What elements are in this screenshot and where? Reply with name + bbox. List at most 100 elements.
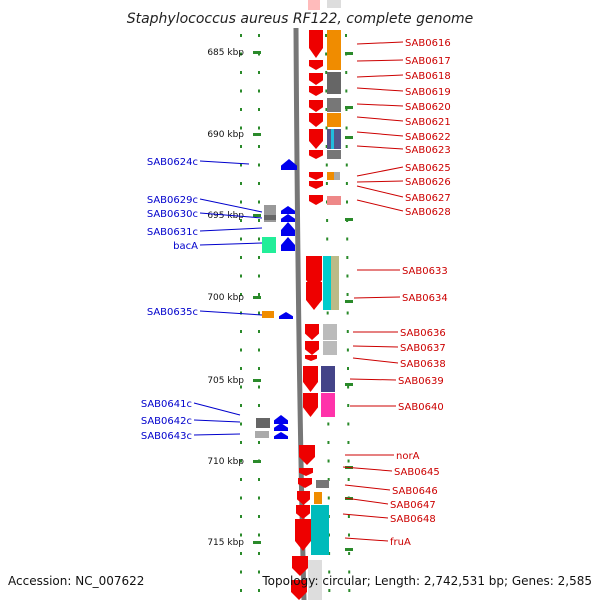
tick-dot (258, 330, 260, 333)
feature-block (314, 492, 322, 504)
tick-dot (240, 274, 242, 278)
right-gene-label[interactable]: SAB0616 (405, 38, 451, 49)
right-gene-label[interactable]: SAB0636 (400, 328, 446, 339)
kbp-tick (253, 214, 261, 217)
tick-dot (258, 348, 260, 352)
tick-dot (346, 348, 349, 352)
right-gene-label[interactable]: SAB0645 (394, 467, 440, 478)
right-gene-label[interactable]: SAB0617 (405, 56, 451, 67)
left-gene-label[interactable]: SAB0629c (147, 195, 198, 206)
left-gene-label[interactable]: SAB0641c (141, 399, 192, 410)
reverse-gene-arrow (274, 415, 288, 424)
left-gene-label[interactable]: SAB0631c (147, 227, 198, 238)
right-gene-label[interactable]: SAB0622 (405, 132, 451, 143)
tick-dot (326, 237, 329, 241)
tick-dot (345, 71, 348, 74)
kbp-tick (253, 379, 261, 382)
tick-dot (240, 570, 242, 574)
right-gene-label[interactable]: fruA (390, 537, 411, 548)
left-label-leader (193, 402, 241, 416)
right-gene-label[interactable]: SAB0646 (392, 486, 438, 497)
right-label-leader (352, 345, 399, 348)
tick-dot (325, 145, 328, 148)
tick-dot (258, 182, 260, 185)
tick-dot (240, 478, 242, 481)
right-gene-label[interactable]: SAB0621 (405, 117, 451, 128)
left-gene-label[interactable]: SAB0642c (141, 416, 192, 427)
tick-dot (258, 34, 260, 37)
right-gene-label[interactable]: SAB0618 (405, 71, 451, 82)
tick-dot (325, 163, 328, 167)
feature-block (331, 256, 339, 310)
tick-dot (327, 422, 330, 426)
feature-block (311, 505, 329, 525)
right-gene-label[interactable]: SAB0633 (402, 266, 448, 277)
right-gene-label[interactable]: SAB0640 (398, 402, 444, 413)
tick-dot (240, 219, 242, 222)
right-gene-label[interactable]: SAB0628 (405, 207, 451, 218)
feature-block (256, 418, 270, 428)
tick-dot (240, 496, 242, 500)
left-gene-label[interactable]: bacA (173, 241, 198, 252)
right-gene-label[interactable]: norA (396, 451, 420, 462)
right-gene-label[interactable]: SAB0625 (405, 163, 451, 174)
right-gene-label[interactable]: SAB0638 (400, 359, 446, 370)
tick-dot (240, 182, 242, 185)
tick-dot (258, 589, 260, 592)
tick-dot (258, 89, 260, 93)
feature-block (323, 324, 337, 340)
feature-block (308, 560, 322, 600)
right-gene-label[interactable]: SAB0627 (405, 193, 451, 204)
right-gene-label[interactable]: SAB0647 (390, 500, 436, 511)
right-label-leader (344, 484, 391, 491)
tick-dot (347, 478, 350, 481)
tick-dot (347, 404, 350, 407)
left-label-leader (199, 160, 250, 165)
forward-gene-arrow (292, 556, 308, 576)
right-gene-labels: SAB0616 SAB0617 SAB0618 SAB0619 SAB0620 SAB06… (342, 38, 451, 548)
feature-block (327, 150, 341, 159)
kbp-label: 690 kbp (207, 130, 244, 140)
tick-tracks (240, 34, 351, 592)
left-gene-label[interactable]: SAB0624c (147, 157, 198, 168)
right-gene-label[interactable]: SAB0648 (390, 514, 436, 525)
right-gene-label[interactable]: SAB0623 (405, 145, 451, 156)
tick-dot (240, 589, 242, 592)
right-gene-label[interactable]: SAB0626 (405, 177, 451, 188)
tick-dot (240, 163, 242, 167)
tick-dot (346, 330, 349, 333)
tick-dot (258, 552, 260, 555)
left-gene-label[interactable]: SAB0635c (147, 307, 198, 318)
right-label-leader (356, 131, 404, 137)
left-gene-label[interactable]: SAB0630c (147, 209, 198, 220)
tick-dot (326, 219, 329, 222)
forward-gene-arrow (309, 86, 323, 96)
right-gene-label[interactable]: SAB0619 (405, 87, 451, 98)
kbp-label: 715 kbp (207, 538, 244, 548)
right-gene-label[interactable]: SAB0639 (398, 376, 444, 387)
tick-dot (258, 145, 260, 148)
feature-block (334, 172, 340, 180)
right-label-leader (356, 199, 404, 212)
right-gene-label[interactable]: SAB0637 (400, 343, 446, 354)
right-gene-label[interactable]: SAB0634 (402, 293, 448, 304)
kbp-tick (345, 383, 353, 386)
tick-dot (348, 589, 351, 592)
feature-block (327, 196, 341, 205)
feature-block (321, 366, 335, 392)
tick-dot (240, 515, 242, 518)
tick-dot (347, 459, 350, 463)
feature-block (308, 0, 320, 10)
right-gene-label[interactable]: SAB0620 (405, 102, 451, 113)
forward-gene-arrow (291, 580, 307, 600)
topology-text: Topology: circular; Length: 2,742,531 bp… (262, 574, 592, 588)
tick-dot (346, 274, 349, 278)
feature-block (327, 0, 341, 8)
tick-dot (240, 385, 242, 389)
tick-dot (258, 311, 260, 315)
tick-dot (240, 533, 242, 537)
forward-gene-arrow (303, 366, 318, 392)
left-gene-label[interactable]: SAB0643c (141, 431, 192, 442)
tick-dot (258, 293, 260, 296)
